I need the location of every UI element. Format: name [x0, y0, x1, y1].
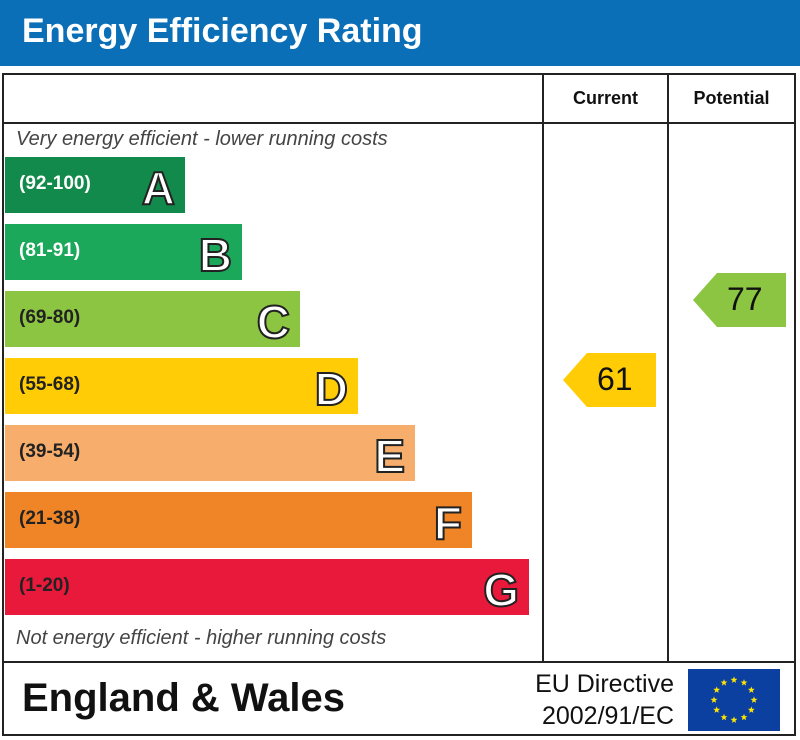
band-a: (92-100) A: [5, 157, 185, 215]
eu-directive-line1: EU Directive: [535, 670, 674, 698]
column-header-current: Current: [572, 88, 638, 108]
band-letter: B: [198, 228, 233, 282]
potential-rating-arrow: 77: [693, 273, 786, 327]
current-rating-value: 61: [597, 361, 633, 397]
band-range-label: (81-91): [19, 240, 81, 261]
band-range-label: (39-54): [19, 441, 81, 462]
region-label: England & Wales: [22, 676, 346, 720]
band-d: (55-68) D: [5, 358, 358, 416]
band-range-label: (21-38): [19, 508, 81, 529]
eu-flag-icon: [688, 669, 780, 731]
page-title: Energy Efficiency Rating: [22, 12, 423, 50]
current-arrow-shape: [563, 353, 656, 407]
band-b: (81-91) B: [5, 224, 242, 282]
eu-star-icon: [730, 676, 738, 683]
band-f: (21-38) F: [5, 492, 472, 550]
band-g: (1-20) G: [5, 559, 529, 617]
band-range-label: (92-100): [19, 173, 91, 194]
divider-current: [542, 73, 544, 663]
potential-rating-value: 77: [727, 281, 763, 317]
rating-frame: [2, 73, 796, 736]
current-rating-arrow: 61: [563, 353, 656, 407]
potential-arrow-shape: [693, 273, 786, 327]
note-efficient: Very energy efficient - lower running co…: [16, 128, 388, 150]
band-letter: C: [256, 295, 291, 349]
eu-star-icon: [720, 679, 728, 686]
eu-star-icon: [713, 686, 721, 693]
band-letter: D: [314, 362, 349, 416]
divider-potential: [667, 73, 669, 663]
eu-star-icon: [713, 706, 721, 713]
band-letter: F: [433, 496, 463, 550]
eu-star-icon: [747, 686, 755, 693]
eu-star-icon: [710, 696, 718, 703]
header-row-divider: [2, 122, 796, 124]
eu-star-icon: [747, 706, 755, 713]
eu-star-icon: [750, 696, 758, 703]
eu-star-icon: [730, 716, 738, 723]
eu-star-icon: [720, 713, 728, 721]
header-bar: Energy Efficiency Rating: [0, 0, 800, 66]
band-range-label: (1-20): [19, 575, 70, 596]
band-letter: G: [482, 563, 520, 617]
band-range-label: (69-80): [19, 307, 81, 328]
column-header-potential: Potential: [693, 88, 770, 108]
eu-star-icon: [740, 679, 748, 686]
footer-divider: [2, 661, 796, 663]
band-letter: E: [373, 429, 406, 483]
band-c: (69-80) C: [5, 291, 300, 349]
band-letter: A: [141, 161, 176, 215]
eu-directive-line2: 2002/91/EC: [541, 702, 674, 730]
band-e: (39-54) E: [5, 425, 415, 483]
eu-star-icon: [740, 713, 748, 721]
band-range-label: (55-68): [19, 374, 81, 395]
note-inefficient: Not energy efficient - higher running co…: [16, 627, 387, 649]
